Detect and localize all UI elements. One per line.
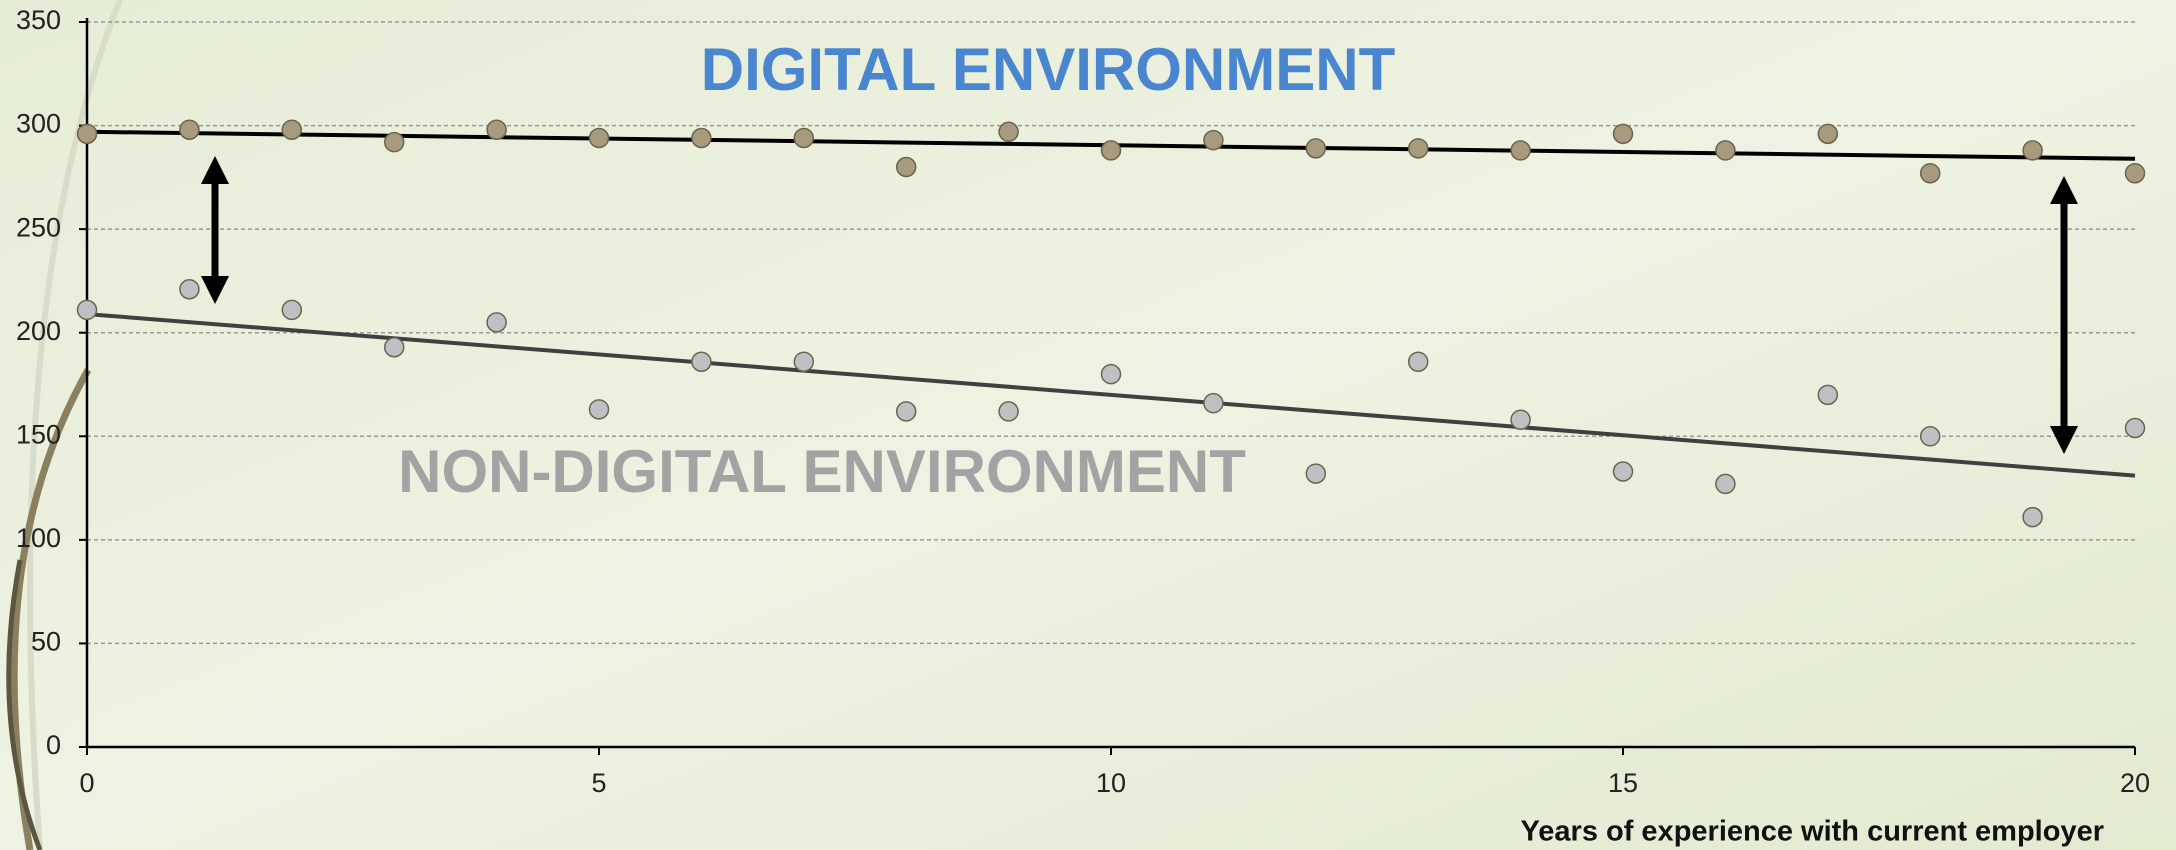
point bbox=[1407, 351, 1429, 372]
x-tick-label: 10 bbox=[1096, 768, 1126, 798]
y-tick-label: 50 bbox=[31, 627, 61, 657]
y-tick-label: 100 bbox=[16, 523, 61, 553]
point bbox=[1817, 384, 1839, 406]
annotation: NON-DIGITAL ENVIRONMENT bbox=[398, 438, 1246, 505]
point bbox=[1510, 409, 1531, 430]
y-tick-label: 200 bbox=[16, 316, 61, 346]
point bbox=[76, 299, 98, 321]
point bbox=[383, 131, 405, 153]
point bbox=[281, 299, 303, 321]
point bbox=[1510, 140, 1531, 161]
trend-line bbox=[86, 312, 2136, 478]
point bbox=[1407, 138, 1429, 159]
point bbox=[281, 119, 303, 140]
point bbox=[1305, 138, 1327, 159]
x-tick-label: 5 bbox=[591, 768, 606, 798]
y-tick-label: 300 bbox=[16, 109, 61, 139]
point bbox=[2124, 162, 2146, 184]
point bbox=[1612, 461, 1634, 482]
y-tick-label: 250 bbox=[16, 212, 61, 242]
point bbox=[1919, 162, 1941, 184]
point bbox=[793, 127, 815, 149]
point bbox=[2022, 140, 2043, 161]
point bbox=[588, 399, 610, 420]
point bbox=[486, 119, 507, 140]
point bbox=[1612, 123, 1634, 145]
x-axis-label: Years of experience with current employe… bbox=[1521, 816, 2104, 848]
plot-area: 0 50 100 150 200 250 300 350 0 5 10 15 20 bbox=[16, 5, 2150, 798]
x-tick-label: 15 bbox=[1608, 768, 1638, 798]
point bbox=[793, 351, 815, 372]
point bbox=[179, 278, 200, 300]
x-tick-label: 20 bbox=[2120, 768, 2150, 798]
point bbox=[1305, 463, 1327, 484]
point bbox=[76, 123, 98, 145]
point bbox=[486, 312, 507, 333]
point bbox=[1203, 392, 1224, 414]
point bbox=[1203, 129, 1224, 151]
point bbox=[895, 156, 917, 178]
point bbox=[179, 119, 200, 140]
annotation: DIGITAL ENVIRONMENT bbox=[701, 36, 1395, 103]
decor-curve bbox=[27, 0, 123, 850]
decor-curve bbox=[6, 559, 43, 850]
point bbox=[998, 121, 1019, 143]
point bbox=[691, 351, 712, 372]
point bbox=[2124, 417, 2146, 439]
point bbox=[1817, 123, 1839, 145]
point bbox=[998, 401, 1019, 422]
point bbox=[1715, 140, 1736, 161]
point bbox=[383, 336, 405, 358]
point bbox=[1100, 363, 1122, 385]
point bbox=[1919, 426, 1941, 447]
point bbox=[588, 127, 610, 149]
point bbox=[691, 127, 712, 149]
point bbox=[895, 401, 917, 422]
x-tick-label: 0 bbox=[79, 768, 94, 798]
point bbox=[1100, 140, 1122, 161]
point bbox=[2022, 506, 2043, 528]
point bbox=[1715, 473, 1736, 495]
y-tick-label: 350 bbox=[16, 5, 61, 35]
y-tick-label: 150 bbox=[16, 419, 61, 449]
y-tick-label: 0 bbox=[46, 730, 61, 760]
